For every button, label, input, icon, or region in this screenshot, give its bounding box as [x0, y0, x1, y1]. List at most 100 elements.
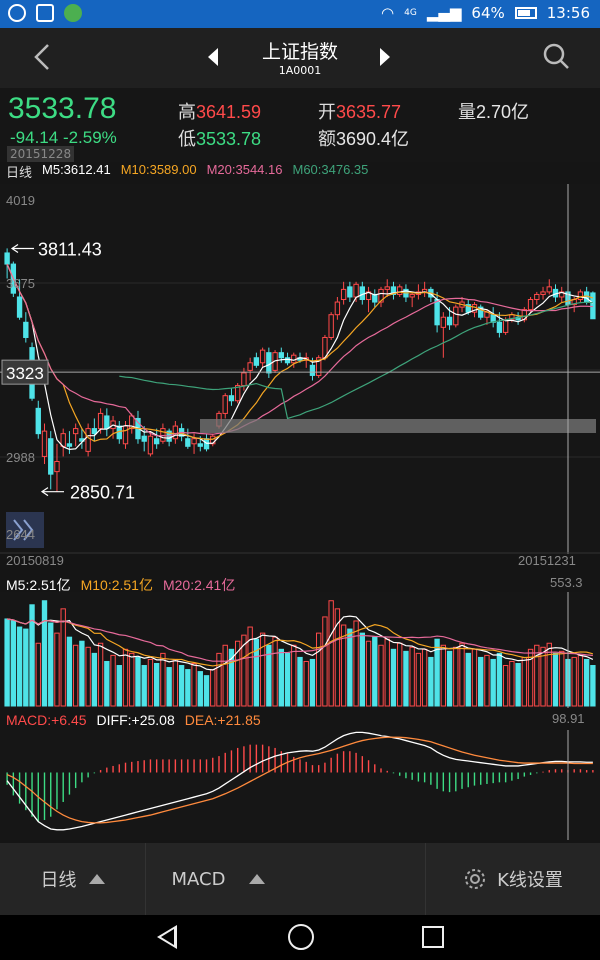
candle	[446, 316, 453, 326]
tab-period-label: 日线	[40, 870, 77, 891]
volume-bar	[309, 658, 316, 707]
candle	[453, 306, 459, 326]
volume-bar	[372, 636, 378, 707]
candle	[185, 438, 191, 447]
vol-ma10: M10:2.51亿	[80, 577, 153, 593]
search-icon[interactable]	[542, 42, 570, 70]
volume-bar	[222, 644, 228, 707]
volume-bar	[590, 665, 596, 707]
period-label[interactable]: 日线	[6, 165, 33, 180]
volume-ma20-line	[7, 618, 593, 662]
ma60-line	[119, 301, 593, 420]
volume-bar	[409, 646, 415, 707]
volume-chart[interactable]	[0, 592, 600, 708]
candle	[434, 299, 440, 326]
app-icon	[64, 4, 82, 22]
volume-bar	[322, 616, 328, 707]
macd-chart-bg	[0, 730, 600, 840]
amount-field: 额3690.4亿	[318, 129, 410, 150]
tab-period[interactable]: 日线	[0, 843, 145, 915]
volume-bar	[347, 628, 353, 707]
home-icon[interactable]	[288, 924, 314, 950]
candle	[546, 286, 552, 293]
triangle-right-icon[interactable]	[380, 48, 390, 66]
volume-bar	[459, 642, 465, 707]
min-marker-label: 2850.71	[70, 483, 135, 503]
candle	[122, 425, 129, 445]
battery-icon	[514, 7, 537, 19]
tab-kline-settings[interactable]: K线设置	[426, 843, 600, 915]
triangle-left-icon[interactable]	[208, 48, 218, 66]
volume-bar	[35, 642, 41, 707]
volume-bar	[97, 642, 104, 707]
volume-bar	[272, 636, 278, 707]
volume-bar	[216, 652, 222, 707]
volume-bar	[521, 656, 528, 707]
candle	[235, 385, 241, 402]
volume-legend: M5:2.51亿 M10:2.51亿 M20:2.41亿	[0, 575, 600, 595]
volume-bar	[534, 644, 540, 707]
candle	[372, 293, 378, 303]
volume-bar	[29, 604, 35, 707]
back-icon[interactable]	[157, 925, 177, 949]
max-marker-arrowhead	[10, 244, 19, 254]
network-type: 4G	[404, 8, 417, 18]
macd-chart[interactable]	[0, 730, 600, 840]
volume-bar	[365, 640, 372, 707]
volume-bar	[334, 608, 341, 707]
volume-bar	[241, 634, 247, 707]
volume-bar	[446, 650, 453, 707]
candle	[91, 428, 98, 435]
candle	[66, 443, 73, 447]
volume-bar	[303, 660, 309, 707]
volume-bar	[421, 648, 428, 707]
volume-bar	[378, 644, 384, 707]
tab-indicator[interactable]: MACD	[146, 843, 291, 915]
candle	[104, 415, 110, 430]
candle	[54, 460, 60, 473]
volume-bar	[546, 642, 552, 707]
volume-max-label: 553.3	[550, 575, 583, 590]
ma10-line	[6, 263, 594, 442]
volume-bar	[104, 660, 110, 707]
candle	[540, 291, 546, 295]
quote-panel: 3533.78 -94.14 -2.59% 20151228 高3641.59 …	[0, 88, 600, 162]
gear-icon	[465, 869, 486, 889]
volume-bar	[66, 636, 73, 707]
open-value: 3635.77	[336, 102, 402, 122]
price-chart[interactable]: 3323 3675 2988 3811.43 2850.71	[0, 184, 600, 554]
candle	[534, 293, 540, 301]
volume-bar	[266, 644, 272, 707]
volume-bar	[496, 652, 503, 707]
volume-bar	[390, 648, 397, 707]
triangle-up-icon	[88, 874, 105, 884]
candle	[147, 435, 154, 455]
volume-bar	[210, 669, 216, 707]
volume-bar	[79, 640, 85, 707]
candle	[16, 296, 23, 318]
volume-bar	[23, 628, 29, 707]
candle	[478, 306, 484, 318]
volume-bar	[91, 652, 98, 707]
volume-bar	[284, 652, 291, 707]
volume-bar	[540, 646, 546, 707]
candle	[72, 428, 79, 435]
volume-bar	[571, 656, 577, 707]
volume-bar	[203, 675, 210, 707]
volume-bar	[129, 652, 135, 707]
dea-line	[6, 736, 593, 824]
ma20-value: M20:3544.16	[206, 162, 283, 177]
bird-icon	[8, 4, 26, 22]
current-price: 3533.78	[8, 92, 117, 125]
recent-apps-icon[interactable]	[422, 926, 444, 948]
volume-bar	[60, 608, 66, 707]
macd-legend: MACD:+6.45 DIFF:+25.08 DEA:+21.85	[0, 712, 600, 732]
chevron-left-icon[interactable]	[28, 42, 58, 72]
tab-divider	[145, 843, 146, 915]
expand-icon[interactable]	[6, 512, 44, 548]
candle	[340, 288, 347, 301]
candle	[266, 352, 272, 374]
volume-bar	[48, 622, 54, 707]
bottom-toolbar: 日线 MACD K线设置	[0, 843, 600, 915]
gallery-icon	[36, 4, 54, 22]
